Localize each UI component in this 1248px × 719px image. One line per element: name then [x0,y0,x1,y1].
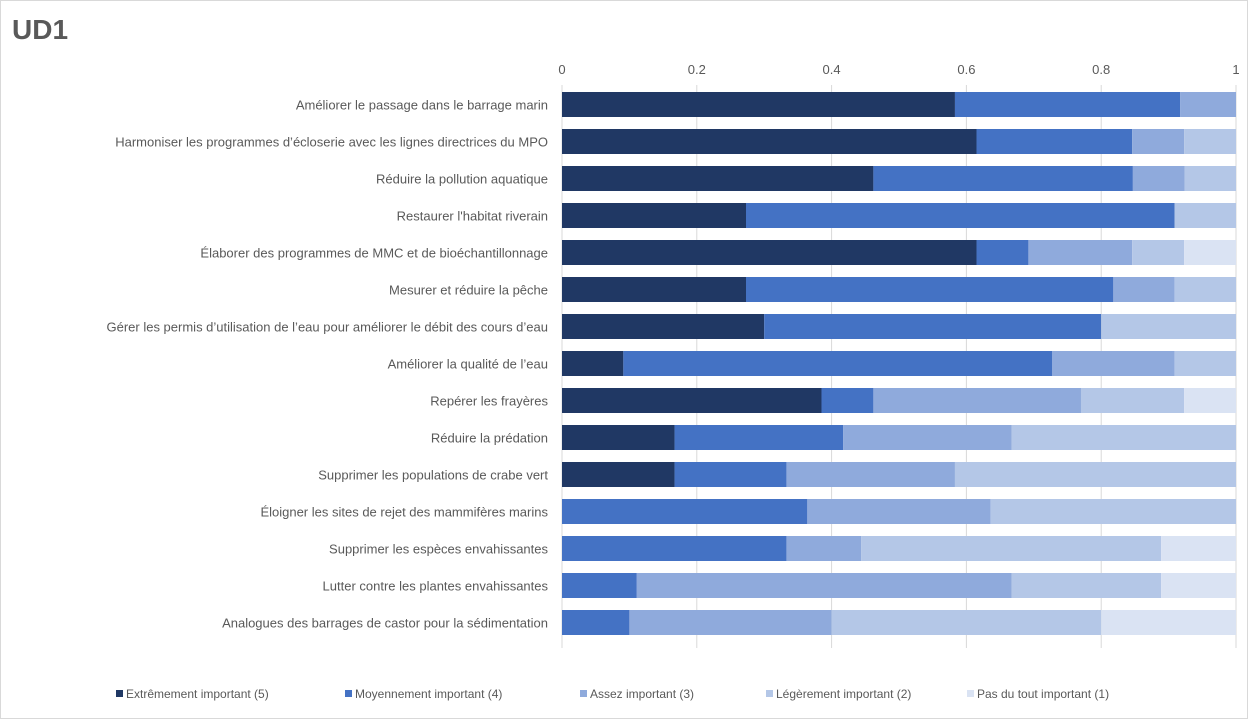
bar-segment [1132,129,1185,154]
bar-segment [1184,129,1236,154]
bars [562,92,1236,635]
bar-segment [629,610,832,635]
bar-segment [1174,351,1236,376]
bar-segment [786,462,955,487]
x-axis-tick-labels: 0 0.2 0.4 0.6 0.8 1 [558,62,1239,77]
category-label: Élaborer des programmes de MMC et de bio… [200,246,548,261]
bar-segment [1028,240,1133,265]
bar-segment [976,129,1133,154]
bar-segment [562,314,765,339]
category-label: Réduire la pollution aquatique [376,172,548,187]
bar-segment [1101,610,1236,635]
x-tick-label: 1 [1232,62,1239,77]
legend-label: Extrêmement important (5) [126,687,269,701]
category-label: Repérer les frayères [430,394,548,409]
bar-segment [807,499,991,524]
bar-segment [861,536,1162,561]
legend: Extrêmement important (5) Moyennement imp… [116,687,1109,701]
bar-segment [1113,277,1175,302]
bar-segment [954,92,1181,117]
category-label: Gérer les permis d’utilisation de l’eau … [106,320,548,335]
bar-segment [831,610,1102,635]
bar-segment [990,499,1236,524]
bar-segment [562,277,747,302]
bar-segment [764,314,1102,339]
bar-segment [1184,388,1236,413]
legend-swatch [345,690,352,697]
bar-segment [562,573,637,598]
legend-label: Pas du tout important (1) [977,687,1109,701]
bar-segment [562,610,630,635]
bar-segment [562,129,977,154]
bar-segment [1051,351,1175,376]
x-tick-label: 0.6 [957,62,975,77]
bar-segment [562,92,955,117]
bar-segment [976,240,1029,265]
bar-segment [562,203,747,228]
bar-segment [562,462,675,487]
x-tick-label: 0.8 [1092,62,1110,77]
bar-segment [1161,536,1236,561]
bar-segment [873,166,1133,191]
category-label: Harmoniser les programmes d’écloserie av… [115,135,548,150]
legend-swatch [580,690,587,697]
bar-segment [821,388,874,413]
bar-segment [1180,92,1236,117]
bar-segment [1132,166,1185,191]
legend-swatch [766,690,773,697]
bar-segment [843,425,1012,450]
x-tick-label: 0.4 [823,62,841,77]
bar-segment [623,351,1052,376]
bar-segment [746,203,1175,228]
x-tick-label: 0 [558,62,565,77]
bar-segment [562,425,675,450]
bar-segment [1184,166,1236,191]
bar-segment [562,166,874,191]
bar-segment [674,425,844,450]
bar-segment [562,388,822,413]
category-label: Améliorer le passage dans le barrage mar… [296,98,548,113]
category-label: Réduire la prédation [431,431,548,446]
bar-segment [1174,277,1236,302]
bar-segment [562,240,977,265]
chart-title: UD1 [12,14,69,45]
category-label: Supprimer les espèces envahissantes [329,542,548,557]
bar-segment [1011,425,1236,450]
category-label: Analogues des barrages de castor pour la… [222,616,548,631]
legend-label: Légèrement important (2) [776,687,911,701]
bar-segment [562,351,624,376]
legend-swatch [116,690,123,697]
legend-label: Assez important (3) [590,687,694,701]
category-labels: Améliorer le passage dans le barrage mar… [106,98,548,631]
bar-segment [1011,573,1162,598]
category-label: Lutter contre les plantes envahissantes [323,579,549,594]
bar-segment [1132,240,1185,265]
bar-segment [954,462,1236,487]
bar-segment [746,277,1114,302]
category-label: Éloigner les sites de rejet des mammifèr… [260,505,548,520]
x-tick-label: 0.2 [688,62,706,77]
bar-segment [1080,388,1185,413]
bar-segment [674,462,787,487]
legend-label: Moyennement important (4) [355,687,502,701]
bar-segment [562,536,787,561]
category-label: Améliorer la qualité de l’eau [388,357,548,372]
bar-segment [1174,203,1236,228]
category-label: Supprimer les populations de crabe vert [318,468,548,483]
legend-swatch [967,690,974,697]
category-label: Restaurer l'habitat riverain [397,209,548,224]
bar-segment [636,573,1012,598]
bar-segment [1161,573,1236,598]
bar-segment [562,499,808,524]
category-label: Mesurer et réduire la pêche [389,283,548,298]
bar-segment [1184,240,1236,265]
bar-segment [1101,314,1236,339]
bar-segment [786,536,862,561]
bar-segment [873,388,1081,413]
